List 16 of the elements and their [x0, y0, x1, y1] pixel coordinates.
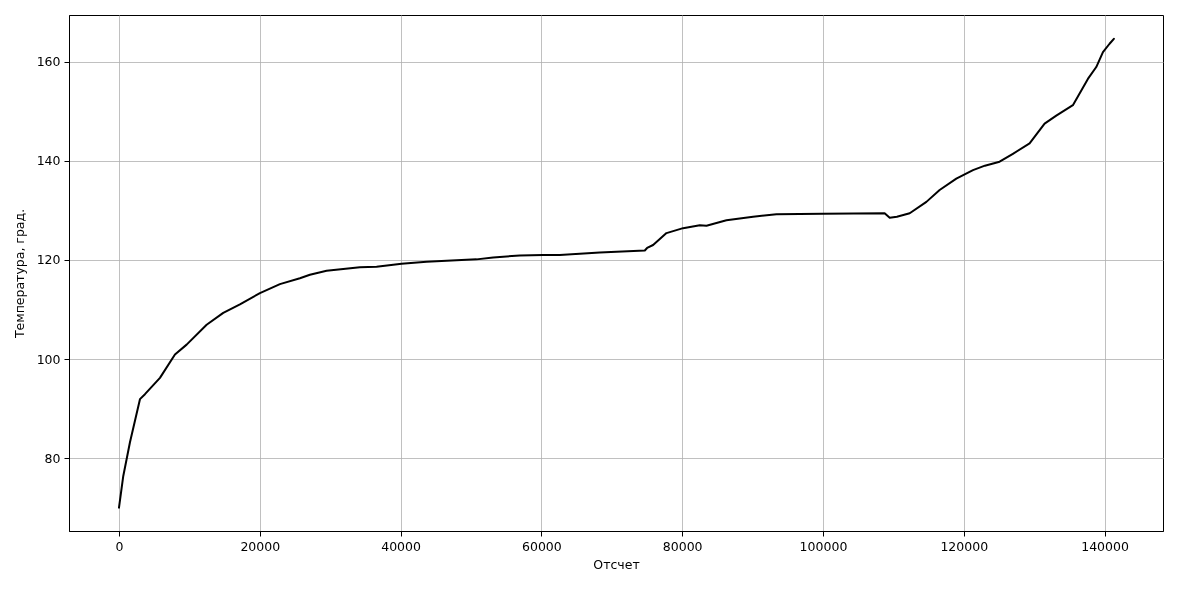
x-tick-label: 0 — [115, 538, 124, 554]
y-axis-title: Температура, град. — [11, 208, 27, 340]
y-tick-label: 140 — [36, 153, 61, 169]
x-tick-label: 100000 — [799, 538, 848, 554]
y-tick-label: 160 — [36, 54, 61, 70]
y-tick-label: 100 — [36, 351, 61, 367]
x-tick-label: 20000 — [240, 538, 281, 554]
x-tick-label: 60000 — [521, 538, 562, 554]
x-tick-label: 40000 — [381, 538, 422, 554]
x-tick-label: 80000 — [662, 538, 703, 554]
line-series — [117, 37, 1115, 509]
y-tick-label: 80 — [44, 450, 61, 466]
y-tick-label: 120 — [36, 252, 61, 268]
x-tick-label: 140000 — [1081, 538, 1129, 554]
x-tick-label: 120000 — [940, 538, 989, 554]
x-axis-title: Отсчет — [593, 557, 640, 572]
